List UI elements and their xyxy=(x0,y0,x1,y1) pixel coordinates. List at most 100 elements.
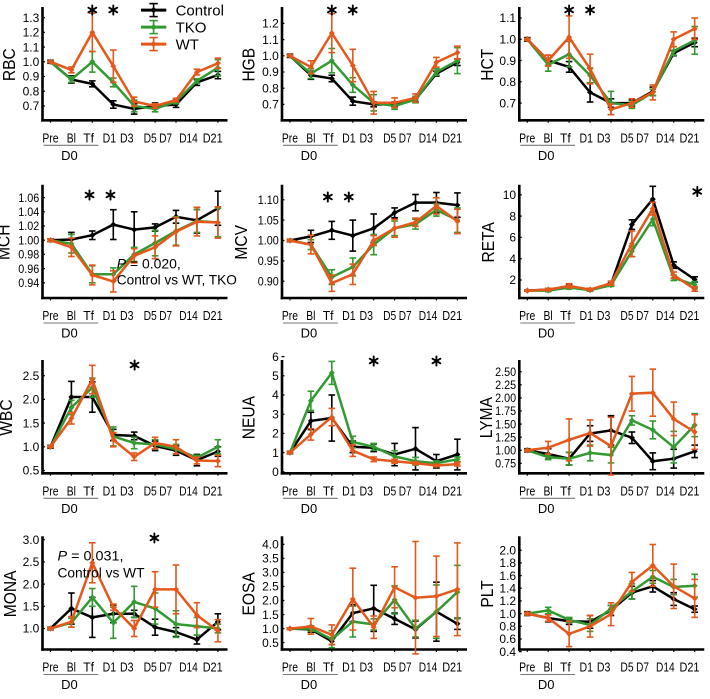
svg-text:Pre: Pre xyxy=(42,483,58,498)
svg-text:D5: D5 xyxy=(144,483,157,498)
svg-text:0.90: 0.90 xyxy=(258,274,279,288)
svg-text:D3: D3 xyxy=(360,130,374,145)
svg-text:HCT: HCT xyxy=(477,48,497,80)
svg-text:D0: D0 xyxy=(61,501,78,516)
svg-text:D1: D1 xyxy=(342,660,356,675)
svg-text:D14: D14 xyxy=(179,483,198,498)
svg-text:1: 1 xyxy=(272,446,279,460)
svg-text:D21: D21 xyxy=(680,308,700,323)
svg-text:D5: D5 xyxy=(383,308,396,323)
svg-text:2.5: 2.5 xyxy=(23,555,40,569)
svg-text:D7: D7 xyxy=(636,308,649,323)
svg-text:Tf: Tf xyxy=(323,483,334,498)
svg-text:2.5: 2.5 xyxy=(23,369,40,383)
svg-text:RETA: RETA xyxy=(478,222,498,263)
svg-text:D0: D0 xyxy=(61,326,78,341)
svg-text:1.1: 1.1 xyxy=(262,33,279,47)
svg-text:D0: D0 xyxy=(61,148,78,163)
svg-text:D21: D21 xyxy=(442,660,462,675)
svg-text:D14: D14 xyxy=(656,308,675,323)
svg-text:Tf: Tf xyxy=(323,308,334,323)
svg-text:1.1: 1.1 xyxy=(23,40,40,54)
svg-text:D7: D7 xyxy=(399,308,412,323)
svg-text:D1: D1 xyxy=(579,308,593,323)
svg-text:D7: D7 xyxy=(636,660,649,675)
svg-text:2: 2 xyxy=(272,427,279,441)
svg-text:3: 3 xyxy=(272,407,279,421)
svg-text:EOSA: EOSA xyxy=(239,572,259,616)
svg-text:0.4: 0.4 xyxy=(499,645,516,659)
svg-text:1.02: 1.02 xyxy=(18,219,39,233)
svg-text:4.0: 4.0 xyxy=(262,538,279,552)
svg-text:1.5: 1.5 xyxy=(262,608,279,622)
svg-text:Tf: Tf xyxy=(560,483,571,498)
svg-text:2.5: 2.5 xyxy=(262,580,279,594)
svg-text:Pre: Pre xyxy=(519,308,535,323)
svg-text:D3: D3 xyxy=(597,483,611,498)
svg-text:0.5: 0.5 xyxy=(262,636,279,650)
svg-text:0.6: 0.6 xyxy=(499,632,516,646)
svg-text:D1: D1 xyxy=(103,130,117,145)
svg-text:D5: D5 xyxy=(383,483,396,498)
svg-text:1.50: 1.50 xyxy=(495,417,516,431)
svg-text:Tf: Tf xyxy=(323,660,334,675)
svg-text:P = 0.031,: P = 0.031, xyxy=(58,548,124,564)
svg-text:D7: D7 xyxy=(399,483,412,498)
svg-text:D3: D3 xyxy=(597,130,611,145)
svg-text:2.0: 2.0 xyxy=(23,577,40,591)
svg-text:MONA: MONA xyxy=(0,570,20,617)
svg-text:1.0: 1.0 xyxy=(23,55,40,69)
svg-text:D21: D21 xyxy=(203,130,223,145)
svg-text:10: 10 xyxy=(503,188,517,202)
svg-text:Tf: Tf xyxy=(83,130,94,145)
svg-text:WBC: WBC xyxy=(0,399,16,435)
svg-text:1.04: 1.04 xyxy=(18,205,39,219)
svg-text:1.2: 1.2 xyxy=(23,26,40,40)
svg-text:MCV: MCV xyxy=(231,225,251,260)
svg-text:0.9: 0.9 xyxy=(262,65,279,79)
svg-text:RBC: RBC xyxy=(0,48,19,81)
svg-text:D1: D1 xyxy=(103,483,117,498)
svg-text:Pre: Pre xyxy=(519,483,535,498)
svg-text:Pre: Pre xyxy=(282,483,298,498)
svg-text:D21: D21 xyxy=(203,308,223,323)
svg-text:1.00: 1.00 xyxy=(258,234,279,248)
svg-text:D3: D3 xyxy=(120,660,134,675)
svg-text:NEUA: NEUA xyxy=(239,396,259,440)
svg-text:D14: D14 xyxy=(419,308,438,323)
svg-text:D0: D0 xyxy=(301,501,318,516)
svg-text:D21: D21 xyxy=(680,130,700,145)
svg-text:1.2: 1.2 xyxy=(262,17,279,31)
svg-text:D1: D1 xyxy=(342,130,356,145)
svg-text:6: 6 xyxy=(272,350,279,364)
svg-text:4: 4 xyxy=(272,388,279,402)
svg-text:Bl: Bl xyxy=(67,483,76,498)
svg-text:6: 6 xyxy=(509,231,516,245)
svg-text:D14: D14 xyxy=(179,660,198,675)
svg-text:1.5: 1.5 xyxy=(23,416,40,430)
svg-text:0.94: 0.94 xyxy=(18,276,39,290)
svg-text:1.8: 1.8 xyxy=(499,556,516,570)
svg-text:0.7: 0.7 xyxy=(23,99,40,113)
svg-text:2.0: 2.0 xyxy=(23,393,40,407)
svg-text:Bl: Bl xyxy=(67,660,76,675)
svg-text:D5: D5 xyxy=(620,660,633,675)
svg-text:1.75: 1.75 xyxy=(495,404,516,418)
svg-text:0.5: 0.5 xyxy=(23,464,40,478)
svg-text:0.7: 0.7 xyxy=(499,96,516,110)
svg-text:8: 8 xyxy=(509,209,516,223)
svg-text:3.5: 3.5 xyxy=(262,552,279,566)
svg-text:Tf: Tf xyxy=(83,483,94,498)
svg-text:1.4: 1.4 xyxy=(499,581,516,595)
svg-text:D7: D7 xyxy=(159,660,172,675)
svg-text:D14: D14 xyxy=(179,130,198,145)
svg-text:1.05: 1.05 xyxy=(258,213,279,227)
svg-text:Bl: Bl xyxy=(306,130,315,145)
svg-text:Bl: Bl xyxy=(306,308,315,323)
svg-text:1.3: 1.3 xyxy=(23,11,40,25)
svg-text:Control vs WT: Control vs WT xyxy=(58,565,145,581)
svg-text:Bl: Bl xyxy=(544,660,553,675)
svg-text:MCH: MCH xyxy=(0,225,14,260)
svg-text:D1: D1 xyxy=(103,660,117,675)
svg-text:D14: D14 xyxy=(656,130,675,145)
